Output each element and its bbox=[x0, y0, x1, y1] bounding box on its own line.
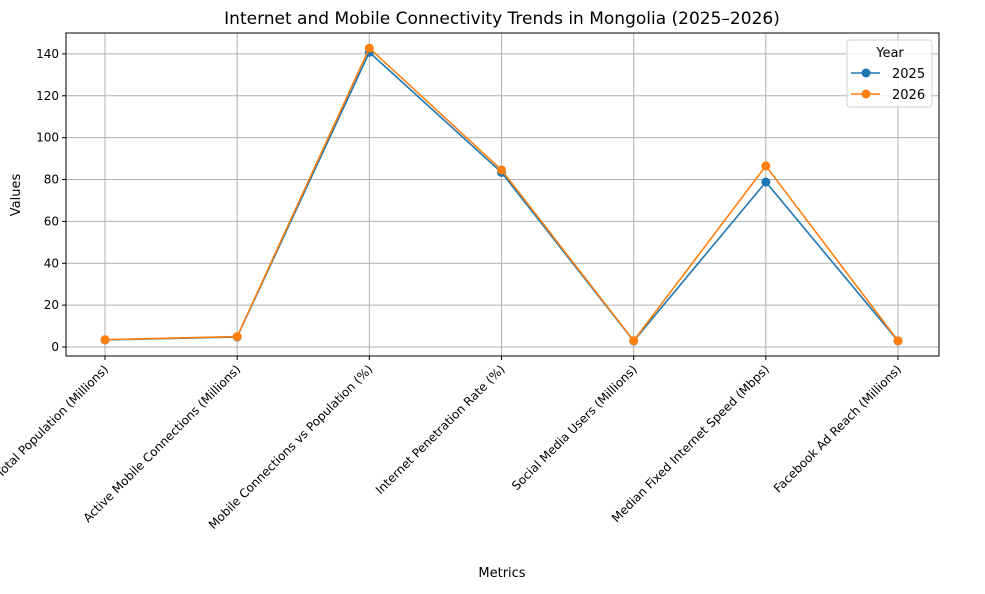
data-point-2025 bbox=[761, 177, 771, 187]
x-tick-label: Social Media Users (Millions) bbox=[509, 362, 640, 493]
data-point-2026 bbox=[629, 336, 639, 346]
data-point-2026 bbox=[100, 335, 110, 345]
y-axis-label: Values bbox=[9, 174, 24, 217]
legend-label-2026: 2026 bbox=[892, 88, 925, 103]
data-point-2026 bbox=[761, 161, 771, 171]
x-tick-label: Total Population (Millions) bbox=[0, 362, 111, 481]
y-tick-label: 20 bbox=[44, 298, 59, 312]
legend: Year 2025 2026 bbox=[846, 39, 933, 108]
chart-title: Internet and Mobile Connectivity Trends … bbox=[224, 9, 780, 29]
data-point-2026 bbox=[364, 43, 374, 53]
y-tick-label: 60 bbox=[44, 214, 59, 228]
data-point-2026 bbox=[497, 165, 506, 175]
x-axis-label: Metrics bbox=[478, 566, 525, 581]
x-tick-label: Internet Penetration Rate (%) bbox=[373, 362, 508, 497]
legend-label-2025: 2025 bbox=[892, 67, 925, 82]
x-tick-label: Facebook Ad Reach (Millions) bbox=[771, 362, 904, 495]
legend-marker-2026 bbox=[861, 89, 871, 99]
y-tick-label: 0 bbox=[51, 340, 59, 354]
y-tick-label: 140 bbox=[36, 47, 59, 61]
y-tick-label: 80 bbox=[44, 173, 59, 187]
legend-marker-2025 bbox=[861, 68, 871, 78]
data-point-2026 bbox=[893, 336, 903, 346]
y-tick-label: 100 bbox=[36, 131, 59, 145]
x-tick-label: Mobile Connections vs Population (%) bbox=[206, 362, 376, 532]
data-point-2026 bbox=[232, 332, 242, 342]
x-tick-label: Median Fixed Internet Speed (Mbps) bbox=[609, 362, 772, 525]
legend-title: Year bbox=[875, 46, 904, 61]
x-tick-label: Active Mobile Connections (Millions) bbox=[80, 362, 243, 525]
y-tick-label: 40 bbox=[44, 256, 59, 270]
plot-frame bbox=[65, 32, 940, 357]
y-tick-label: 120 bbox=[36, 89, 59, 103]
